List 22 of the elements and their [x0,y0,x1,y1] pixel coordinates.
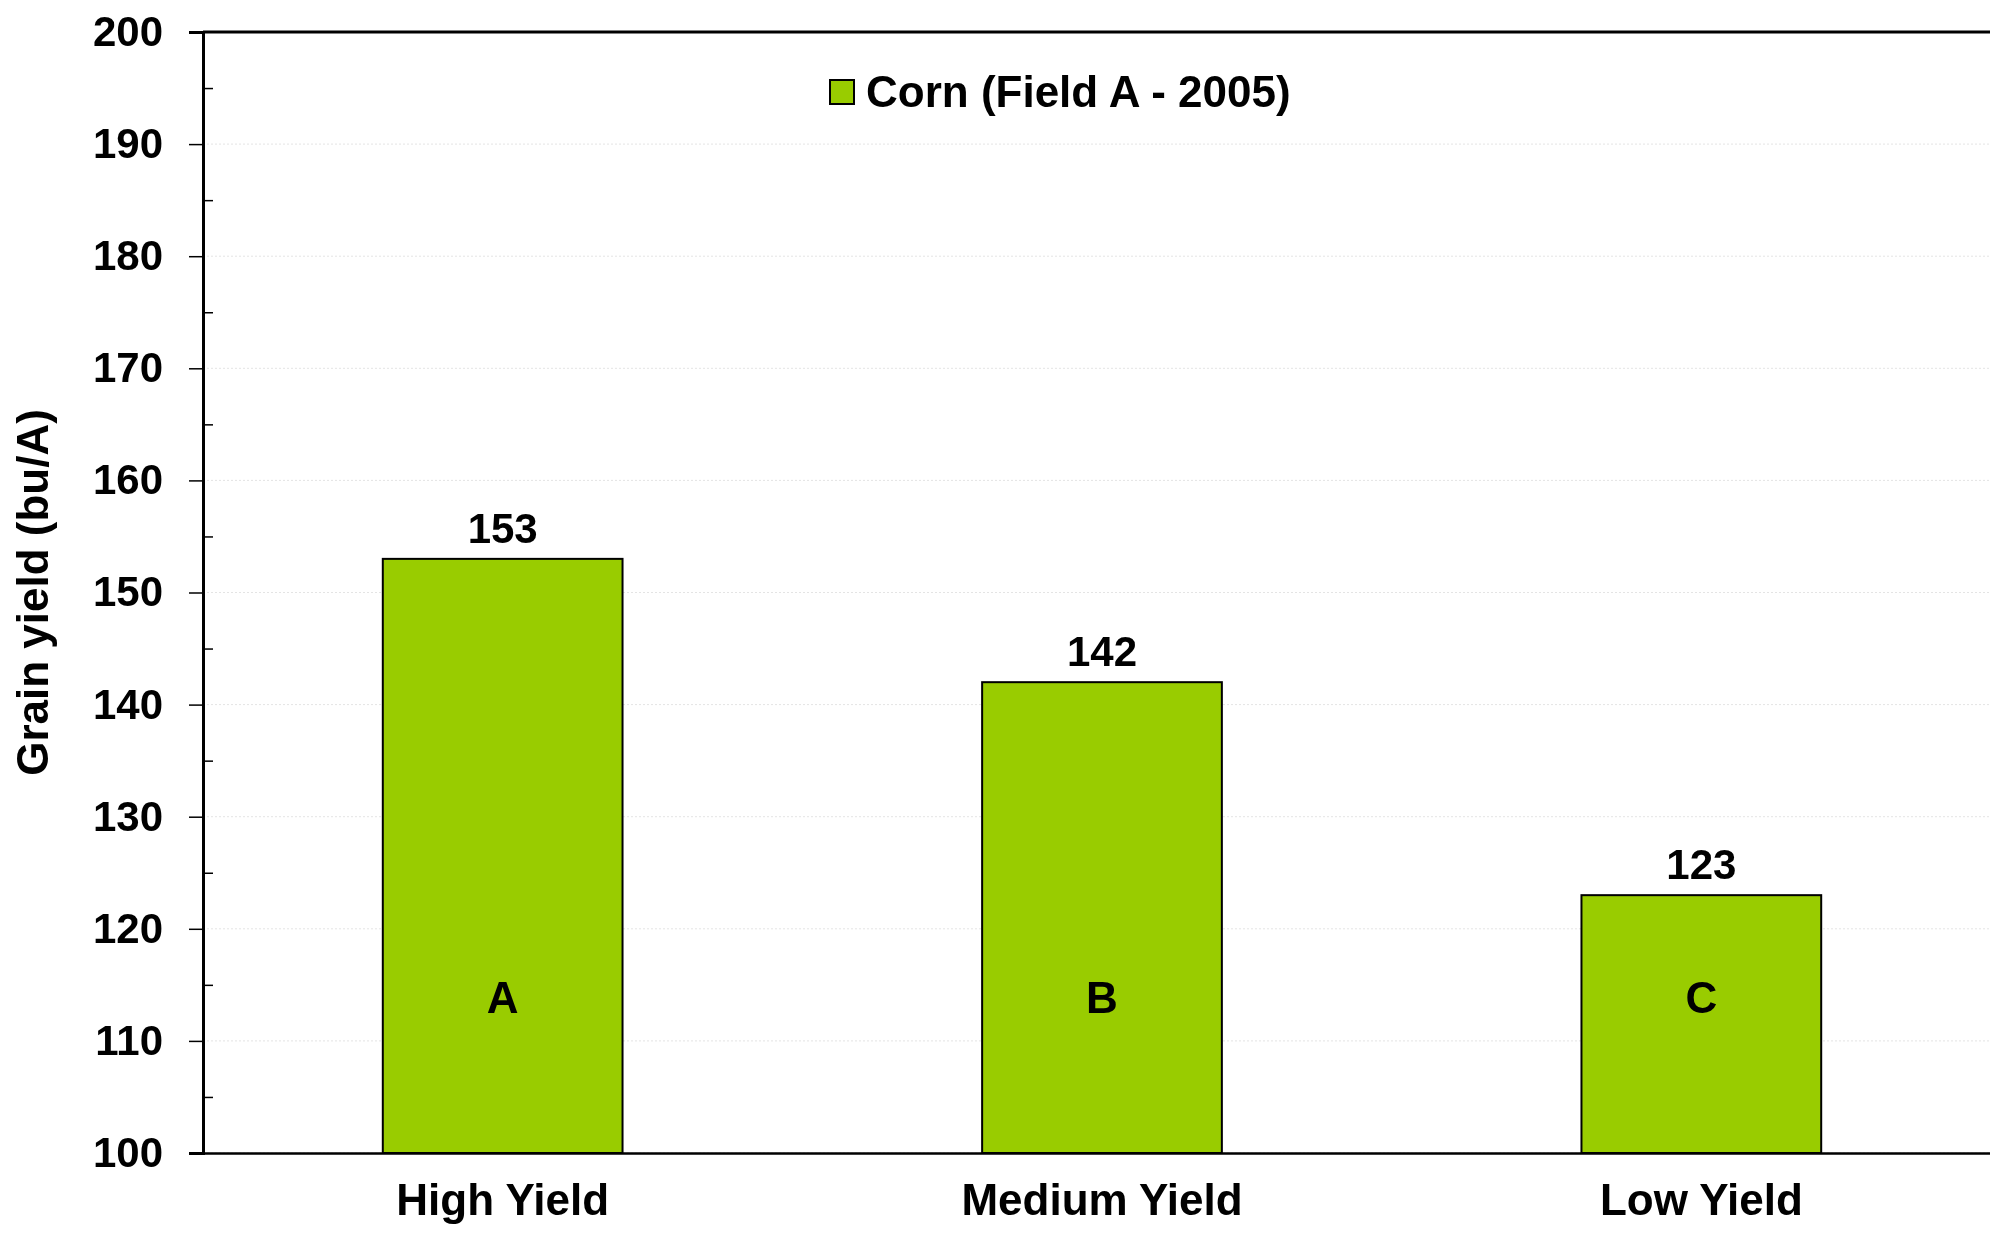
x-tick-label: Low Yield [1599,1175,1803,1225]
y-tick-label: 140 [92,680,163,728]
y-tick-label: 180 [92,232,163,280]
y-tick-label: 160 [92,456,163,504]
x-tick-label: Medium Yield [961,1175,1243,1225]
y-tick-label: 100 [92,1128,163,1176]
y-tick-label: 120 [92,904,163,952]
annotation: B [1086,973,1118,1023]
data-label: 153 [467,504,538,552]
y-tick-label: 110 [95,1016,163,1064]
y-tick-label: 150 [92,568,163,616]
data-label: 123 [1666,841,1737,889]
x-tick-label: High Yield [396,1175,610,1225]
y-tick-label: 130 [92,792,163,840]
annotation: C [1685,973,1718,1023]
data-label: 142 [1066,628,1138,676]
y-axis-title: Grain yield (bu/A) [8,409,57,776]
annotation: A [486,973,519,1023]
y-tick-label: 200 [92,7,163,55]
y-tick-label: 190 [92,120,163,168]
y-tick-label: 170 [92,344,163,392]
legend-label: Corn (Field A - 2005) [866,67,1291,117]
